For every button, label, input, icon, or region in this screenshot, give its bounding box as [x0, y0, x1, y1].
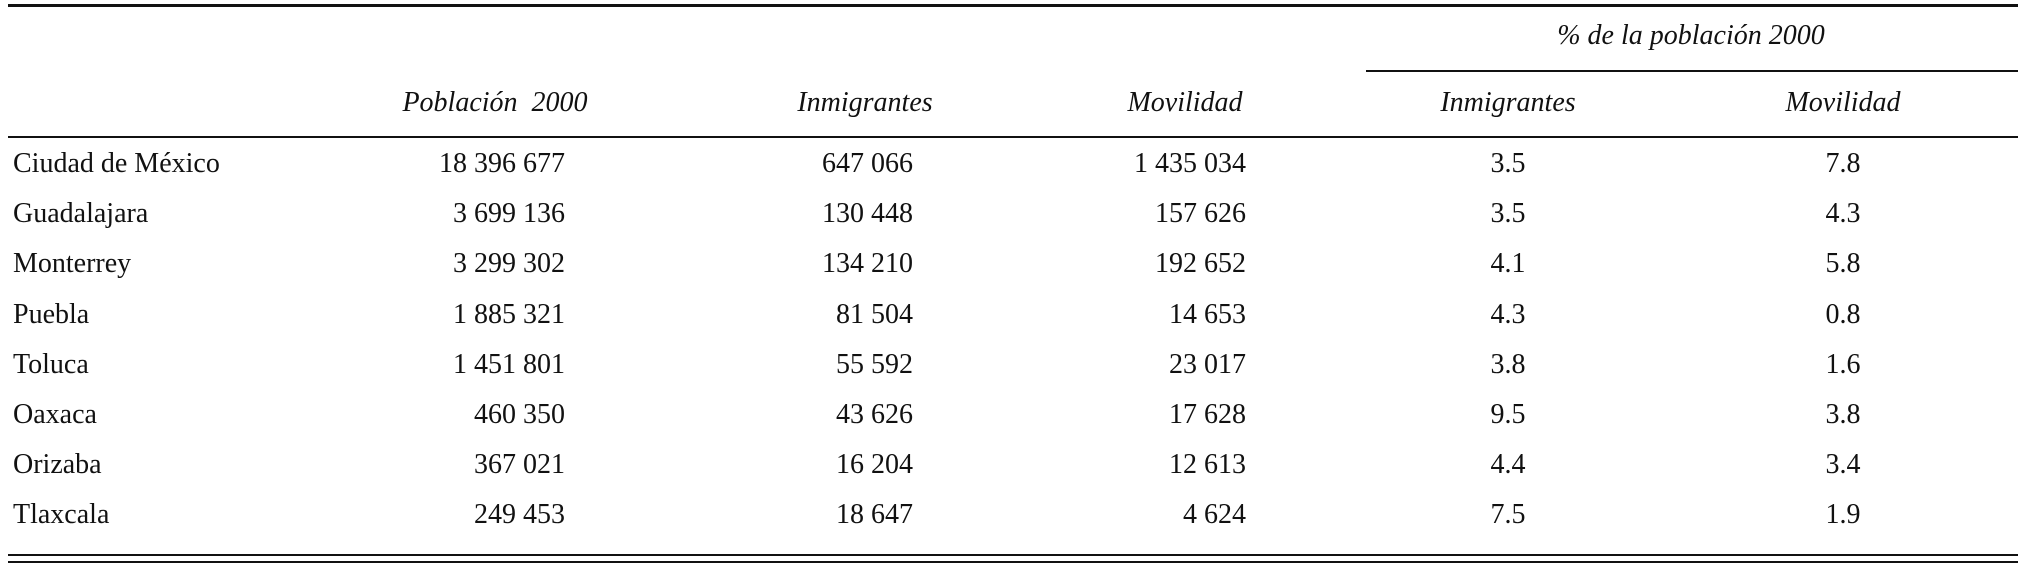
cell: 1 885 321: [453, 298, 565, 330]
cell: 18 396 677: [439, 148, 565, 179]
cell: 14 653: [1169, 298, 1246, 330]
row-label: Monterrey: [13, 248, 132, 280]
cell: 3.5: [1490, 198, 1526, 230]
cell: 4.3: [1825, 198, 1861, 230]
column-header: Inmigrantes: [797, 87, 933, 118]
cell: 249 453: [474, 499, 565, 531]
bottom-rule: [8, 554, 2018, 556]
cell: 4 624: [1183, 499, 1246, 531]
cell: 43 626: [836, 399, 913, 430]
column-header: Población 2000: [402, 87, 588, 118]
row-label: Ciudad de México: [13, 148, 220, 179]
cell: 3.8: [1825, 399, 1861, 430]
cell: 18 647: [836, 499, 913, 531]
cell: 5.8: [1825, 248, 1861, 280]
cell: 3 299 302: [453, 248, 565, 280]
row-label: Toluca: [13, 348, 89, 380]
cell: 1 435 034: [1134, 148, 1246, 179]
row-label: Tlaxcala: [13, 499, 110, 531]
cell: 367 021: [474, 449, 565, 481]
cell: 460 350: [474, 399, 565, 430]
cell: 3.8: [1490, 348, 1526, 380]
cell: 3 699 136: [453, 198, 565, 230]
row-label: Guadalajara: [13, 198, 149, 230]
cell: 55 592: [836, 348, 913, 380]
cell: 81 504: [836, 298, 913, 330]
cell: 3.5: [1490, 148, 1526, 179]
header-rule: [8, 136, 2018, 138]
bottom-rule: [8, 561, 2018, 563]
cell: 7.8: [1825, 148, 1861, 179]
cell: 23 017: [1169, 348, 1246, 380]
column-header: Movilidad: [1785, 87, 1901, 118]
cell: 4.4: [1490, 449, 1526, 481]
cell: 4.3: [1490, 298, 1526, 330]
cell: 1.6: [1825, 348, 1861, 380]
group-header: % de la población 2000: [1557, 20, 1825, 51]
cell: 130 448: [822, 198, 913, 230]
row-label: Oaxaca: [13, 399, 97, 430]
cell: 4.1: [1490, 248, 1526, 280]
cell: 16 204: [836, 449, 913, 481]
cell: 192 652: [1155, 248, 1246, 280]
cell: 157 626: [1155, 198, 1246, 230]
cell: 9.5: [1490, 399, 1526, 430]
top-rule: [8, 4, 2018, 7]
cell: 17 628: [1169, 399, 1246, 430]
cell: 1 451 801: [453, 348, 565, 380]
row-label: Puebla: [13, 298, 90, 330]
group-rule: [1366, 70, 2018, 72]
cell: 0.8: [1825, 298, 1861, 330]
row-label: Orizaba: [13, 449, 102, 481]
cell: 1.9: [1825, 499, 1861, 531]
cell: 12 613: [1169, 449, 1246, 481]
cell: 647 066: [822, 148, 913, 179]
cell: 3.4: [1825, 449, 1861, 481]
column-header: Movilidad: [1127, 87, 1243, 118]
cell: 134 210: [822, 248, 913, 280]
column-header: Inmigrantes: [1440, 87, 1576, 118]
cell: 7.5: [1490, 499, 1526, 531]
